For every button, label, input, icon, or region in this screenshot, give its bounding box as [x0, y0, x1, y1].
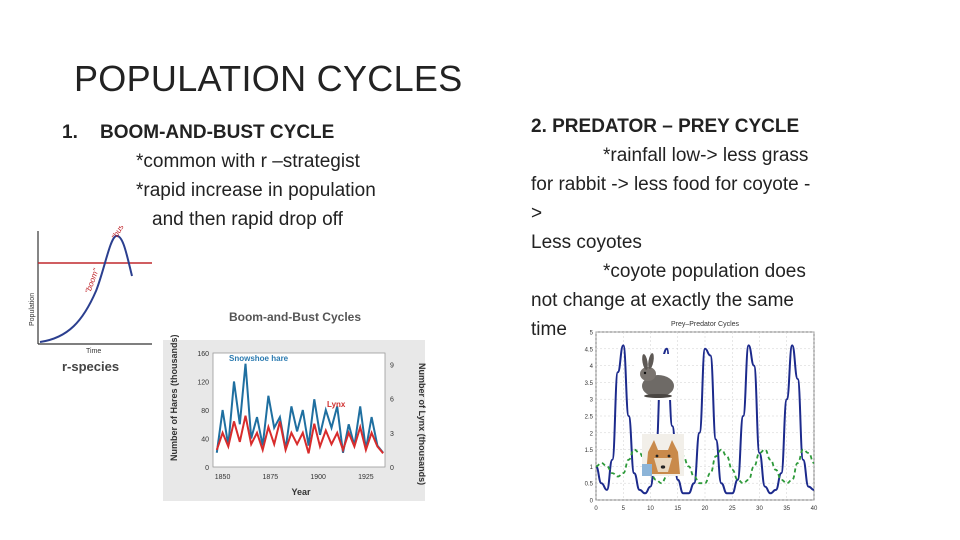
predator-prey-x-tick: 20 [702, 506, 709, 512]
predator-prey-chart-title: Prey–Predator Cycles [671, 321, 740, 328]
boom-bust-chart: Boom-and-Bust Cycles 0 40 80 120 160 0 3 6 9 1850… [163, 310, 427, 501]
coyote-icon [642, 434, 684, 476]
predator-prey-x-tick: 40 [811, 506, 818, 512]
lynx-axis-label: Number of Lynx (thousands) [417, 363, 427, 485]
hare-axis-label: Number of Hares (thousands) [169, 334, 179, 461]
predator-prey-x-tick: 0 [594, 506, 598, 512]
predator-prey-y-tick: 5 [590, 331, 594, 337]
predator-prey-line-5: *coyote population does [603, 261, 806, 282]
year-tick-label: 1925 [358, 474, 374, 481]
boom-bust-line-2: *rapid increase in population [136, 180, 376, 201]
predator-prey-x-tick: 5 [622, 506, 626, 512]
predator-prey-x-tick: 35 [783, 506, 790, 512]
boom-bust-line-1: *common with r –strategist [136, 151, 360, 172]
predator-prey-y-tick: 0 [590, 499, 594, 505]
year-tick-label: 1850 [215, 474, 231, 481]
hare-tick-label: 80 [201, 408, 209, 415]
slide-title: POPULATION CYCLES [74, 58, 463, 99]
bust-label: "bust" [110, 226, 129, 241]
lynx-tick-label: 6 [390, 397, 394, 404]
predator-prey-line-4: Less coyotes [531, 232, 642, 253]
r-species-ylabel: Population [29, 293, 36, 326]
predator-prey-text-block: 2. PREDATOR – PREY CYCLE *rainfall low->… [531, 112, 861, 344]
lynx-tick-label: 9 [390, 362, 394, 369]
predator-prey-line-2: for rabbit -> less food for coyote - [531, 174, 811, 195]
list-number: 1. [62, 122, 78, 143]
predator-prey-x-tick: 25 [729, 506, 736, 512]
lynx-series-label: Lynx [327, 400, 346, 409]
prey-series-line [595, 344, 815, 495]
boom-label: "boom" [83, 266, 101, 294]
predator-prey-x-tick: 30 [756, 506, 763, 512]
boom-bust-heading: 1. BOOM-AND-BUST CYCLE [62, 118, 462, 147]
predator-prey-y-tick: 1.5 [585, 448, 594, 454]
r-species-caption: r-species [62, 359, 119, 374]
predator-prey-y-tick: 4.5 [585, 347, 594, 353]
lynx-tick-label: 3 [390, 431, 394, 438]
boom-bust-line-3: and then rapid drop off [152, 209, 343, 230]
hare-tick-label: 120 [197, 380, 209, 387]
boom-bust-text-block: 1. BOOM-AND-BUST CYCLE *common with r –st… [62, 118, 462, 234]
predator-prey-y-tick: 3 [590, 398, 594, 404]
predator-prey-y-tick: 2 [590, 431, 594, 437]
predator-prey-x-tick: 15 [674, 506, 681, 512]
predator-prey-line-1: *rainfall low-> less grass [603, 145, 809, 166]
predator-prey-chart: Prey–Predator Cycles 0 0.5 1 1.5 2 2.5 3 3.5 4 4.… [585, 321, 818, 512]
lynx-series-line [215, 415, 384, 454]
boom-bust-chart-title: Boom-and-Bust Cycles [229, 310, 361, 324]
predator-prey-line-7: time [531, 319, 567, 340]
predator-prey-line-3: > [531, 203, 543, 224]
hare-tick-label: 160 [197, 351, 209, 358]
rabbit-icon [636, 353, 676, 400]
year-axis-label: Year [291, 487, 311, 497]
lynx-tick-label: 0 [390, 465, 394, 472]
predator-prey-y-tick: 0.5 [585, 482, 594, 488]
predator-series-line [595, 448, 815, 485]
predator-prey-y-tick: 3.5 [585, 381, 594, 387]
hare-series-label: Snowshoe hare [229, 354, 289, 363]
year-tick-label: 1900 [310, 474, 326, 481]
r-species-xlabel: Time [86, 348, 101, 355]
predator-prey-y-tick: 1 [590, 465, 594, 471]
hare-tick-label: 40 [201, 437, 209, 444]
r-species-curve [39, 235, 133, 343]
r-species-figure: Population Time "boom" "bust" r-species [29, 226, 152, 374]
predator-prey-line-6: not change at exactly the same [531, 290, 794, 311]
hare-tick-label: 0 [205, 465, 209, 472]
predator-prey-y-tick: 2.5 [585, 415, 594, 421]
year-tick-label: 1875 [263, 474, 279, 481]
boom-bust-heading-label: BOOM-AND-BUST CYCLE [100, 122, 335, 143]
predator-prey-heading: 2. PREDATOR – PREY CYCLE [531, 116, 800, 137]
predator-prey-y-tick: 4 [590, 364, 594, 370]
predator-prey-x-tick: 10 [647, 506, 654, 512]
hare-series-line [215, 363, 384, 454]
